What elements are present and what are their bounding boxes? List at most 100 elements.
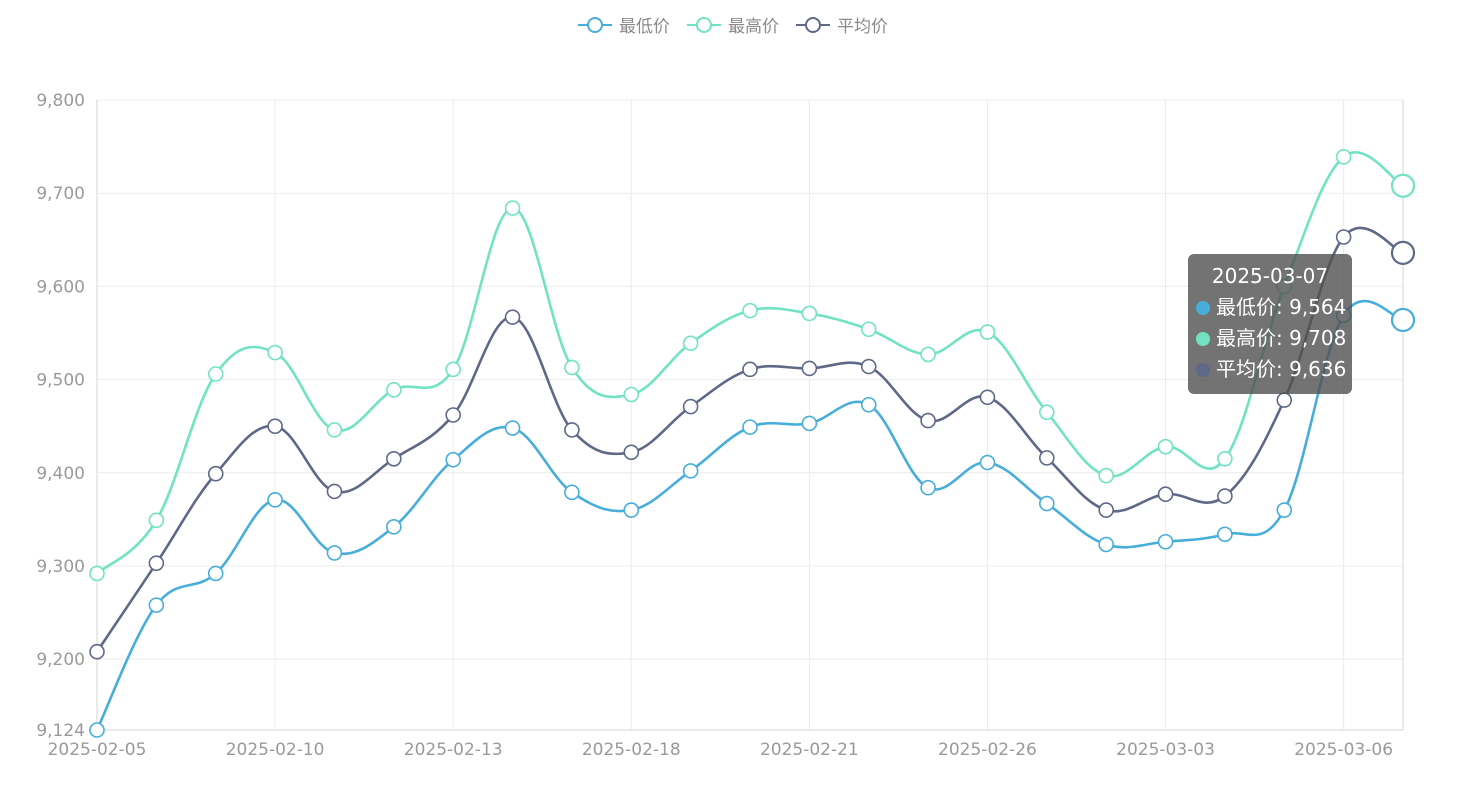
point-high[interactable] (920, 346, 936, 363)
point-low[interactable] (504, 420, 521, 436)
point-high[interactable] (1390, 173, 1416, 198)
point-avg[interactable] (148, 555, 165, 571)
x-tick-label: 2025-02-21 (760, 740, 859, 760)
tooltip-low-dot (1196, 300, 1210, 315)
legend-avg-icon (796, 16, 830, 33)
legend-item-high[interactable]: 最高价 (686, 12, 779, 37)
point-avg[interactable] (801, 360, 818, 377)
point-avg[interactable] (445, 407, 461, 423)
point-avg[interactable] (89, 643, 105, 660)
legend-low-icon (578, 16, 612, 33)
point-high[interactable] (801, 305, 818, 322)
point-low[interactable] (326, 545, 343, 561)
series-line-high (96, 151, 1404, 575)
point-avg[interactable] (564, 422, 580, 438)
point-low[interactable] (1276, 502, 1293, 518)
series-points (89, 149, 1416, 738)
point-low[interactable] (979, 454, 996, 471)
point-avg[interactable] (1217, 488, 1233, 504)
legend-label-low: 最低价 (619, 17, 670, 37)
point-low[interactable] (1217, 526, 1233, 543)
tooltip-title: 2025-03-07 (1211, 264, 1329, 288)
point-high[interactable] (504, 200, 521, 216)
legend-label-avg: 平均价 (837, 17, 888, 37)
grid-lines (97, 99, 1404, 730)
tooltip-avg-text: 平均价: 9,636 (1216, 357, 1347, 381)
x-tick-label: 2025-03-03 (1116, 740, 1215, 760)
tooltip-high-dot (1196, 331, 1210, 346)
tooltip-avg-dot (1196, 362, 1210, 377)
point-high[interactable] (860, 321, 877, 338)
point-high[interactable] (267, 344, 283, 361)
legend-item-low[interactable]: 最低价 (577, 12, 670, 37)
point-avg[interactable] (920, 412, 936, 429)
point-low[interactable] (148, 597, 165, 613)
series-lines (95, 151, 1404, 731)
point-low[interactable] (623, 502, 640, 518)
y-tick-label: 9,400 (36, 464, 85, 484)
x-tick-label: 2025-02-26 (938, 740, 1037, 760)
point-high[interactable] (1098, 467, 1114, 484)
point-high[interactable] (1335, 149, 1352, 165)
point-avg[interactable] (1276, 392, 1293, 408)
y-tick-label: 9,124 (36, 721, 85, 741)
point-avg[interactable] (979, 389, 996, 406)
point-high[interactable] (682, 335, 699, 352)
point-high[interactable] (1157, 438, 1174, 455)
point-avg[interactable] (267, 418, 283, 434)
point-low[interactable] (1039, 495, 1055, 512)
legend-item-avg[interactable]: 平均价 (795, 12, 888, 37)
point-avg[interactable] (682, 398, 699, 415)
point-high[interactable] (742, 302, 758, 319)
tooltip-row-avg: 平均价: 9,636 (1196, 354, 1347, 385)
y-tick-label: 9,500 (36, 371, 85, 391)
point-low[interactable] (742, 419, 758, 435)
point-high[interactable] (89, 565, 105, 582)
point-low[interactable] (207, 565, 224, 582)
point-low[interactable] (89, 722, 105, 738)
y-tick-label: 9,200 (36, 650, 85, 670)
point-low[interactable] (564, 484, 580, 501)
point-high[interactable] (1039, 404, 1055, 421)
tooltip: 2025-03-07 最低价: 9,564 最高价: 9,708 平均价: 9,… (1188, 254, 1352, 394)
point-avg[interactable] (1390, 240, 1416, 265)
point-high[interactable] (979, 324, 996, 340)
point-avg[interactable] (1039, 450, 1055, 466)
x-tick-label: 2025-02-10 (226, 740, 325, 760)
point-low[interactable] (1098, 536, 1114, 553)
point-avg[interactable] (1098, 502, 1114, 518)
point-avg[interactable] (1157, 486, 1174, 503)
y-tick-label: 9,300 (36, 557, 85, 577)
point-avg[interactable] (742, 361, 758, 378)
x-tick-label: 2025-02-18 (582, 740, 681, 760)
x-tick-labels: 2025-02-05 2025-02-10 2025-02-13 2025-02-18… (48, 740, 1393, 760)
point-avg[interactable] (623, 444, 640, 461)
point-avg[interactable] (860, 358, 877, 375)
point-high[interactable] (148, 512, 165, 529)
point-low[interactable] (682, 463, 699, 479)
point-low[interactable] (386, 519, 402, 535)
point-high[interactable] (564, 359, 580, 376)
legend-high-icon (687, 16, 721, 33)
point-high[interactable] (326, 422, 343, 438)
point-high[interactable] (207, 366, 224, 382)
point-high[interactable] (386, 382, 402, 398)
point-low[interactable] (267, 492, 283, 508)
point-avg[interactable] (504, 309, 521, 325)
point-avg[interactable] (326, 483, 343, 500)
point-high[interactable] (623, 386, 640, 403)
point-low[interactable] (801, 415, 818, 432)
point-avg[interactable] (386, 451, 402, 467)
point-low[interactable] (445, 451, 461, 468)
point-low[interactable] (920, 479, 936, 496)
point-avg[interactable] (1335, 229, 1352, 245)
point-avg[interactable] (207, 465, 224, 482)
point-high[interactable] (445, 361, 461, 378)
point-high[interactable] (1217, 451, 1233, 467)
point-low[interactable] (1157, 533, 1174, 550)
point-low[interactable] (1390, 307, 1416, 333)
y-tick-label: 9,600 (36, 277, 85, 297)
point-low[interactable] (860, 396, 877, 413)
axes (96, 100, 1403, 731)
